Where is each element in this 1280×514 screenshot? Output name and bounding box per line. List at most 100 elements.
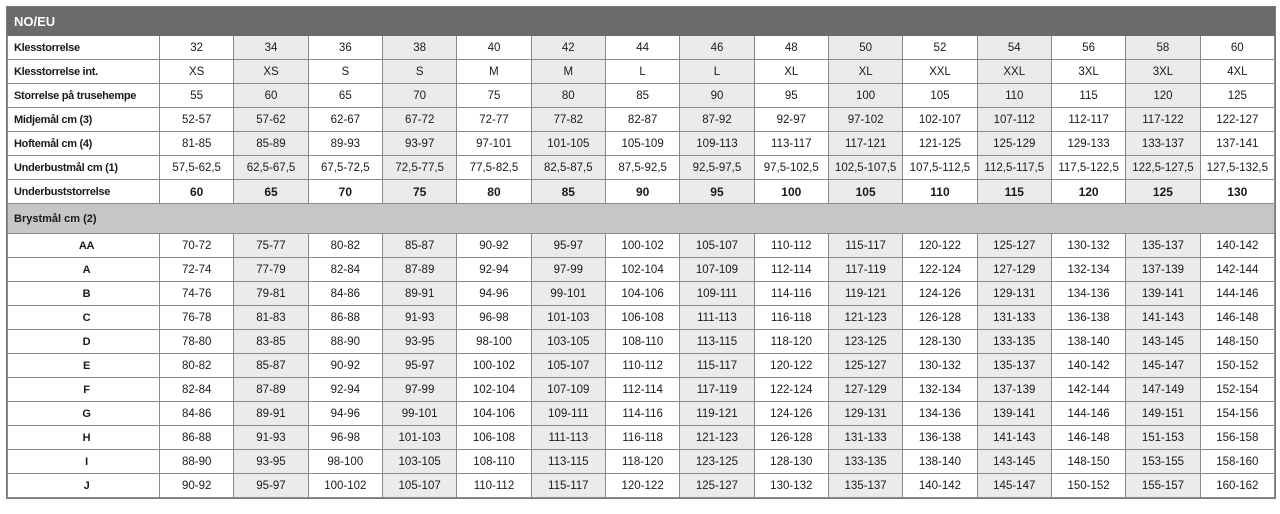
table-cell: 150-152 [1199, 353, 1276, 378]
table-cell: 146-148 [1050, 425, 1127, 450]
table-cell: 101-103 [381, 425, 458, 450]
table-cell: 60 [1199, 35, 1276, 60]
table-cell: 78-80 [158, 329, 235, 354]
table-cell: 62-67 [307, 107, 383, 132]
table-cell: 65 [307, 83, 383, 108]
table-cell: 97,5-102,5 [753, 155, 829, 180]
table-cell: 142-144 [1199, 257, 1276, 282]
table-cell: 148-150 [1050, 449, 1127, 474]
table-cell: XS [233, 59, 309, 84]
table-cell: 110-112 [753, 233, 829, 258]
table-cell: 142-144 [1050, 377, 1127, 402]
table-cell: 122-127 [1199, 107, 1276, 132]
table-cell: 87-89 [381, 257, 458, 282]
table-cell: 57-62 [233, 107, 309, 132]
table-cell: 110 [976, 83, 1052, 108]
table-cell: 70 [381, 83, 458, 108]
table-cell: 113-115 [679, 329, 755, 354]
row-label: Hoftemål cm (4) [7, 131, 160, 156]
table-row: A 72-74 77-79 82-84 87-89 92-94 97-99 102-104 10… [7, 257, 1276, 282]
row-label: E [7, 353, 160, 378]
table-cell: 122,5-127,5 [1125, 155, 1201, 180]
table-cell: 99-101 [530, 281, 606, 306]
table-cell: 75-77 [233, 233, 309, 258]
table-cell: 107-112 [976, 107, 1052, 132]
table-cell: 116-118 [604, 425, 681, 450]
size-chart: NO/EU Klesstorrelse 32 34 36 38 40 42 44 46 48 50 5… [6, 6, 1276, 499]
table-cell: XXL [902, 59, 978, 84]
table-cell: 139-141 [1125, 281, 1201, 306]
table-row: Hoftemål cm (4) 81-85 85-89 89-93 93-97 97-10… [7, 131, 1276, 156]
table-cell: 129-131 [827, 401, 904, 426]
table-cell: 143-145 [1125, 329, 1201, 354]
table-cell: 144-146 [1199, 281, 1276, 306]
table-cell: 145-147 [976, 473, 1052, 498]
table-cell: 126-128 [753, 425, 829, 450]
table-cell: 147-149 [1125, 377, 1201, 402]
table-cell: 106-108 [604, 305, 681, 330]
table-cell: 74-76 [158, 281, 235, 306]
table-cell: 109-113 [679, 131, 755, 156]
table-cell: 123-125 [827, 329, 904, 354]
table-cell: 94-96 [307, 401, 383, 426]
table-cell: 54 [976, 35, 1052, 60]
table-cell: 133-137 [1125, 131, 1201, 156]
table-cell: 38 [381, 35, 458, 60]
table-cell: 76-78 [158, 305, 235, 330]
table-cell: 112-117 [1050, 107, 1127, 132]
table-cell: 100-102 [456, 353, 532, 378]
table-row: I 88-90 93-95 98-100 103-105 108-110 113-115 11… [7, 449, 1276, 474]
table-cell: 125-127 [827, 353, 904, 378]
table-cell: 131-133 [827, 425, 904, 450]
table-cell: 4XL [1199, 59, 1276, 84]
table-cell: 90 [604, 179, 681, 204]
table-cell: 121-123 [827, 305, 904, 330]
row-label: C [7, 305, 160, 330]
table-cell: 89-91 [381, 281, 458, 306]
table-cell: 87-92 [679, 107, 755, 132]
table-cell: 77-82 [530, 107, 606, 132]
table-cell: 92-97 [753, 107, 829, 132]
table-row: C 76-78 81-83 86-88 91-93 96-98 101-103 106-108… [7, 305, 1276, 330]
table-cell: 98-100 [307, 449, 383, 474]
table-cell: 100-102 [604, 233, 681, 258]
table-cell: 153-155 [1125, 449, 1201, 474]
row-label: J [7, 473, 160, 498]
table-cell: 108-110 [456, 449, 532, 474]
table-cell: 83-85 [233, 329, 309, 354]
table-cell: 111-113 [679, 305, 755, 330]
table-cell: 105 [827, 179, 904, 204]
table-cell: 135-137 [827, 473, 904, 498]
table-cell: 88-90 [158, 449, 235, 474]
table-cell: 148-150 [1199, 329, 1276, 354]
row-label: B [7, 281, 160, 306]
table-cell: 109-111 [679, 281, 755, 306]
table-cell: 134-136 [902, 401, 978, 426]
table-cell: 34 [233, 35, 309, 60]
row-label: Underbuststorrelse [7, 179, 160, 204]
table-cell: 133-135 [976, 329, 1052, 354]
table-cell: 92-94 [307, 377, 383, 402]
table-cell: 95-97 [233, 473, 309, 498]
table-cell: 62,5-67,5 [233, 155, 309, 180]
table-cell: 117,5-122,5 [1050, 155, 1127, 180]
table-cell: 82-87 [604, 107, 681, 132]
table-cell: 105-109 [604, 131, 681, 156]
table-cell: 80 [530, 83, 606, 108]
table-cell: 65 [233, 179, 309, 204]
table-cell: 126-128 [902, 305, 978, 330]
table-cell: 111-113 [530, 425, 606, 450]
table-cell: 97-102 [827, 107, 904, 132]
row-label: Klesstorrelse [7, 35, 160, 60]
table-cell: 117-122 [1125, 107, 1201, 132]
table-cell: 145-147 [1125, 353, 1201, 378]
table-cell: 118-120 [753, 329, 829, 354]
table-cell: 87-89 [233, 377, 309, 402]
table-cell: 127,5-132,5 [1199, 155, 1276, 180]
table-cell: 115 [976, 179, 1052, 204]
table-cell: 90-92 [307, 353, 383, 378]
table-cell: 42 [530, 35, 606, 60]
table-cell: XL [753, 59, 829, 84]
table-cell: 90-92 [456, 233, 532, 258]
table-cell: 96-98 [307, 425, 383, 450]
